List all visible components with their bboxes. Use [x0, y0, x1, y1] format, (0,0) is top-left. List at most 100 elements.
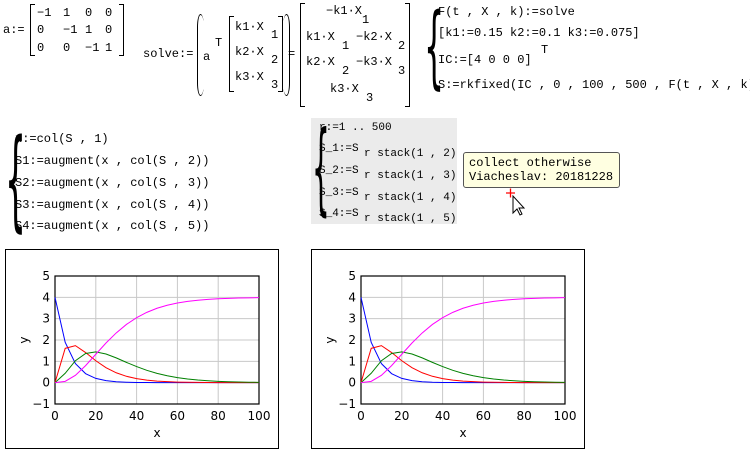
stack-block[interactable] — [311, 118, 457, 224]
y-tick-label: 2 — [348, 333, 356, 347]
y-tick-label: −1 — [32, 397, 50, 411]
matrix-cell: 1 — [63, 6, 71, 20]
result-term: k1·X — [306, 30, 335, 44]
matrix-cell: 0 — [63, 41, 71, 55]
initial-conditions: IC:=[4 0 0 0] — [438, 53, 532, 67]
series-line-4 — [360, 297, 566, 384]
augment-line: S2:=augment(x , col(S , 3)) — [15, 176, 210, 190]
transpose-symbol: T — [541, 43, 549, 57]
stack-index: r stack(1 , 4) — [364, 192, 457, 204]
brace-icon: { — [5, 115, 26, 243]
y-tick-label: 0 — [348, 376, 356, 390]
solve-label: solve:= — [143, 47, 194, 61]
stack-assignment: S_1:=S — [319, 143, 359, 155]
series-line-3 — [360, 351, 566, 384]
x-tick-label: 80 — [517, 409, 532, 423]
red-crosshair-icon — [506, 188, 515, 198]
x-tick-label: 60 — [476, 409, 491, 423]
plot-right[interactable]: 0 20 40 60 80 100 −1 0 1 2 3 4 5 x y — [311, 249, 585, 449]
y-tick-label: 5 — [348, 269, 356, 283]
y-tick-label: −1 — [338, 397, 356, 411]
vector-term: k3·X — [235, 70, 264, 84]
transpose-symbol: T — [215, 36, 223, 50]
x-axis-label: x — [153, 426, 160, 440]
result-term: −k3·X — [356, 55, 393, 69]
stack-index: r stack(1 , 3) — [364, 170, 457, 182]
plot-frame — [360, 275, 566, 405]
augment-line: x:=col(S , 1) — [15, 132, 109, 146]
matrix-cell: 0 — [85, 6, 93, 20]
series-line-2 — [54, 345, 259, 384]
subscript: 1 — [271, 28, 279, 42]
brace-icon: { — [424, 0, 445, 99]
matrix-cell: −1 — [85, 41, 100, 55]
x-tick-label: 100 — [554, 409, 577, 423]
result-term: −k1·X — [326, 4, 363, 18]
matrix-cell: 1 — [105, 41, 113, 55]
x-tick-label: 40 — [435, 409, 450, 423]
series-line-3 — [54, 351, 260, 384]
subscript: 2 — [271, 53, 279, 67]
vector-term: k2·X — [235, 45, 264, 59]
y-tick-label: 1 — [348, 354, 356, 368]
subscript: 2 — [342, 64, 350, 78]
function-definition: F(t , X , k):=solve — [438, 5, 575, 19]
stack-assignment: S_3:=S — [319, 187, 359, 199]
note-line-2: Viacheslav: 20181228 — [469, 170, 614, 184]
x-tick-label: 100 — [248, 409, 271, 423]
matrix-cell: 0 — [37, 23, 45, 37]
x-tick-label: 20 — [394, 409, 409, 423]
y-tick-label: 1 — [42, 354, 50, 368]
augment-line: S3:=augment(x , col(S , 4)) — [15, 198, 210, 212]
x-tick-label: 20 — [88, 409, 103, 423]
subscript: 2 — [398, 39, 406, 53]
a-symbol: a — [203, 50, 211, 64]
note-line-1: collect otherwise — [469, 156, 592, 170]
x-axis-label: x — [459, 426, 466, 440]
bracket-right — [405, 3, 410, 107]
x-tick-label: 80 — [211, 409, 226, 423]
matrix-a-label: a:= — [3, 23, 25, 37]
result-term: k3·X — [330, 82, 359, 96]
equals-sign: = — [288, 47, 296, 61]
subscript: 3 — [366, 91, 374, 105]
rate-constants: [k1:=0.15 k2:=0.1 k3:=0.075] — [438, 26, 640, 40]
plot-left[interactable]: 0 20 40 60 80 100 −1 0 1 2 3 4 5 x y — [5, 249, 279, 449]
y-axis-label: y — [323, 336, 337, 343]
matrix-cell: 1 — [85, 23, 93, 37]
y-tick-label: 5 — [42, 269, 50, 283]
plot-frame — [54, 275, 260, 405]
stack-index: r stack(1 , 2) — [364, 148, 457, 160]
matrix-cell: −1 — [37, 6, 52, 20]
stack-assignment: S_4:=S — [319, 208, 359, 220]
y-tick-label: 3 — [42, 312, 50, 326]
subscript: 3 — [271, 78, 279, 92]
stack-index: r stack(1 , 5) — [364, 213, 457, 225]
augment-line: S1:=augment(x , col(S , 2)) — [15, 154, 210, 168]
rkfixed-call: S:=rkfixed(IC , 0 , 100 , 500 , F(t , X … — [438, 78, 750, 92]
bracket-left — [300, 3, 305, 107]
subscript: 1 — [362, 13, 370, 27]
cursor-icon — [506, 188, 526, 216]
x-tick-label: 0 — [357, 409, 365, 423]
result-term: −k2·X — [356, 30, 393, 44]
bracket-left — [229, 16, 234, 92]
subscript: 1 — [342, 39, 350, 53]
matrix-cell: −1 — [63, 23, 78, 37]
x-tick-label: 40 — [129, 409, 144, 423]
augment-line: S4:=augment(x , col(S , 5)) — [15, 219, 210, 233]
bracket-left — [30, 4, 35, 56]
subscript: 3 — [398, 64, 406, 78]
paren-left — [197, 14, 204, 96]
y-axis-label: y — [17, 336, 31, 343]
x-tick-label: 0 — [51, 409, 59, 423]
result-term: k2·X — [306, 55, 335, 69]
y-tick-label: 4 — [348, 290, 356, 304]
bracket-right — [119, 4, 124, 56]
annotation-note[interactable]: collect otherwise Viacheslav: 20181228 — [463, 152, 620, 188]
matrix-cell: 0 — [37, 41, 45, 55]
y-tick-label: 0 — [42, 376, 50, 390]
vector-term: k1·X — [235, 20, 264, 34]
series-line-2 — [360, 345, 565, 384]
range-definition: r:=1 .. 500 — [319, 122, 392, 134]
